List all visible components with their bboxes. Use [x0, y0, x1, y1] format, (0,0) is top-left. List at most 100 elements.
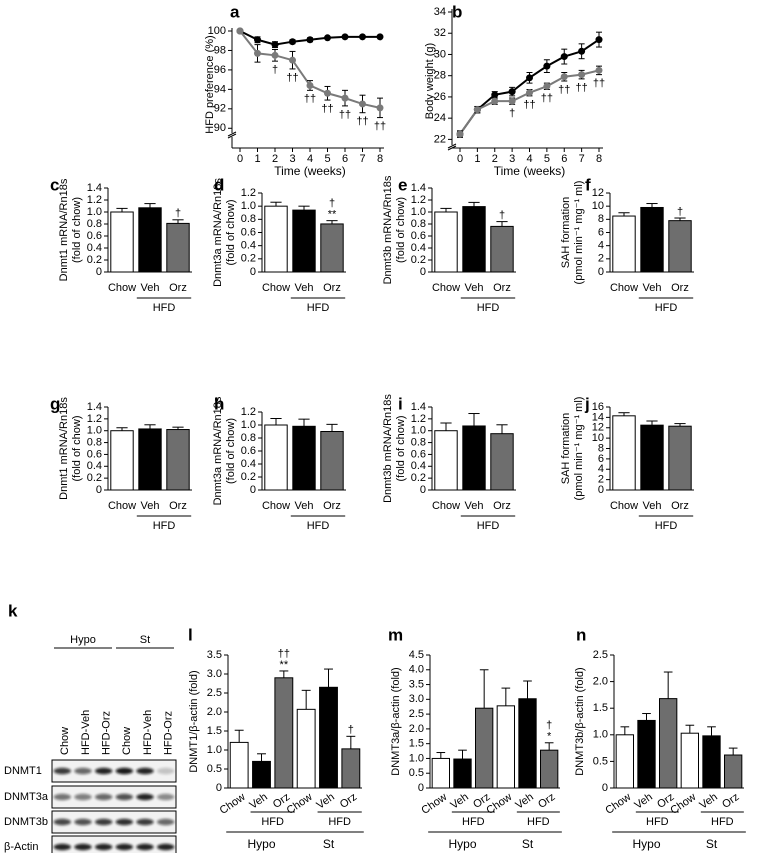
- significance-mark: ††: [304, 93, 316, 105]
- x-tick-label: Chow: [432, 282, 460, 294]
- y-tick-label: 1.0: [87, 425, 102, 437]
- significance-mark: ††: [321, 103, 333, 115]
- bar: [292, 425, 316, 491]
- y-tick-label: 2.5: [207, 687, 222, 699]
- y-tick-label: 94: [214, 83, 226, 95]
- y-tick-label: 0.4: [87, 242, 102, 254]
- axis-break-mark: [227, 133, 237, 139]
- y-tick-label: 30: [434, 48, 446, 60]
- panel-label: c: [50, 175, 59, 194]
- data-point: [543, 82, 551, 90]
- data-point: [236, 27, 244, 35]
- y-tick-label: 28: [434, 70, 446, 82]
- data-point: [578, 47, 586, 55]
- x-tick-label: Veh: [465, 500, 484, 512]
- y-tick-label: 2.0: [593, 676, 608, 688]
- blot-band: [53, 818, 72, 826]
- data-point: [254, 49, 261, 57]
- y-tick-label: 0.5: [409, 767, 424, 779]
- x-tick-label: Veh: [247, 791, 269, 812]
- bar: [296, 708, 316, 789]
- y-tick-label: 1.2: [241, 406, 256, 418]
- significance-mark: ††: [541, 92, 553, 104]
- y-tick-label: 3.5: [409, 678, 424, 690]
- y-tick-label: 0.2: [241, 253, 256, 265]
- data-point: [508, 97, 516, 105]
- y-tick-label: 0.8: [241, 213, 256, 225]
- y-tick-label: 0: [250, 266, 256, 278]
- blot-band: [115, 818, 134, 826]
- y-tick-label: 100: [208, 25, 226, 37]
- y-tick-label: 1.2: [87, 413, 102, 425]
- y-tick-label: 0.8: [411, 436, 426, 448]
- y-tick-label: 0.6: [241, 226, 256, 238]
- x-tick-label: 7: [579, 153, 585, 165]
- bar: [264, 424, 288, 491]
- data-point: [271, 51, 279, 59]
- y-tick-label: 0: [420, 484, 426, 496]
- x-tick-label: 6: [342, 153, 348, 165]
- y-tick-label: 32: [434, 27, 446, 39]
- group-label: Hypo: [70, 634, 96, 646]
- x-tick-label: Veh: [295, 282, 314, 294]
- bar: [138, 207, 162, 273]
- data-point: [595, 66, 603, 74]
- x-axis-label: Time (weeks): [494, 164, 566, 178]
- group-label: HFD: [477, 520, 500, 532]
- y-axis-label: Dnmt3b mRNA/Rn18s: [382, 175, 394, 284]
- blot-frame: [51, 835, 177, 853]
- bar: [637, 719, 656, 789]
- blot-band: [74, 767, 92, 775]
- y-tick-label: 4.0: [409, 664, 424, 676]
- y-tick-label: 34: [434, 6, 446, 18]
- y-tick-label: 0.4: [411, 460, 426, 472]
- blot-band: [94, 843, 113, 851]
- x-tick-label: 1: [254, 153, 260, 165]
- y-axis-label: (fold of chow): [71, 415, 83, 481]
- y-tick-label: 0.4: [87, 460, 102, 472]
- x-tick-label: 3: [289, 153, 295, 165]
- y-tick-label: 0.6: [241, 445, 256, 457]
- blot-band: [94, 793, 113, 801]
- significance-mark: †: [348, 724, 354, 736]
- y-tick-label: 0.2: [241, 471, 256, 483]
- data-point: [491, 97, 499, 105]
- significance-mark: †: [509, 107, 515, 119]
- x-tick-label: Veh: [465, 282, 484, 294]
- y-tick-label: 12: [592, 422, 604, 434]
- x-tick-label: Chow: [610, 500, 638, 512]
- bar: [138, 428, 162, 491]
- significance-mark: **: [328, 209, 337, 221]
- y-tick-label: 0: [598, 484, 604, 496]
- y-tick-label: 2.0: [409, 723, 424, 735]
- y-tick-label: 6: [598, 453, 604, 465]
- y-tick-label: 1.0: [207, 744, 222, 756]
- y-axis-label: (fold of chow): [71, 197, 83, 263]
- bar: [110, 211, 134, 273]
- x-tick-label: Chow: [432, 500, 460, 512]
- x-tick-label: 7: [359, 153, 365, 165]
- blot-band: [53, 793, 72, 801]
- y-tick-label: 0: [418, 782, 424, 794]
- blot-band: [94, 818, 113, 826]
- x-tick-label: 5: [324, 153, 330, 165]
- bar: [320, 431, 344, 491]
- bar: [659, 698, 678, 789]
- blot-band: [53, 767, 72, 775]
- x-tick-label: Chow: [108, 282, 136, 294]
- x-tick-label: Veh: [632, 791, 654, 812]
- y-tick-label: 3.0: [207, 668, 222, 680]
- y-tick-label: 3.5: [207, 649, 222, 661]
- blot-band: [74, 793, 92, 801]
- x-tick-label: Orz: [169, 500, 187, 512]
- y-axis-label: DNMT3a/β-actin (fold): [390, 667, 402, 775]
- data-point: [324, 34, 331, 42]
- y-axis-label: HFD preference (%): [204, 35, 216, 133]
- group-label: HFD: [655, 302, 678, 314]
- blot-band: [74, 818, 92, 826]
- y-tick-label: 1.4: [411, 401, 426, 413]
- y-tick-label: 98: [214, 44, 226, 56]
- x-tick-label: Orz: [493, 282, 511, 294]
- lane-label: Chow: [121, 727, 133, 755]
- lane-label: HFD-Veh: [142, 710, 154, 755]
